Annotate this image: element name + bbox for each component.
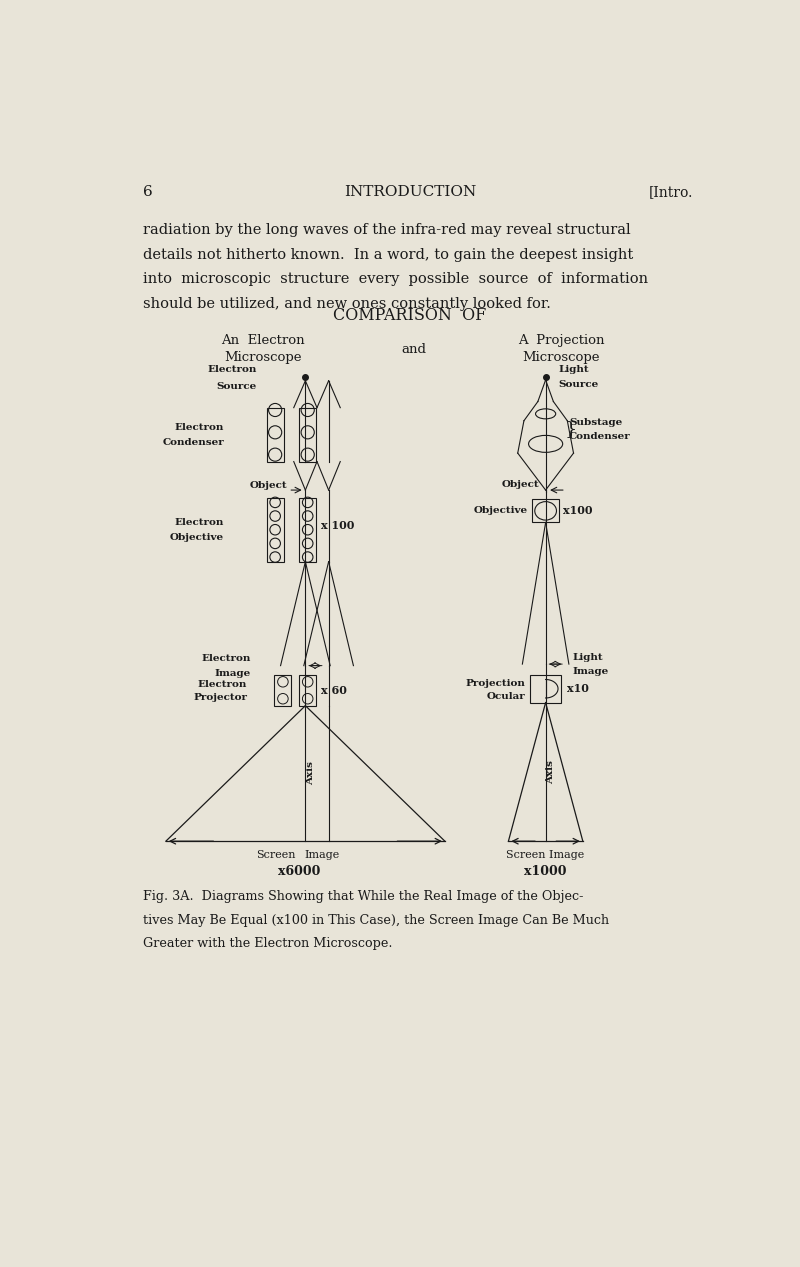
Bar xyxy=(299,408,316,461)
Text: Microscope: Microscope xyxy=(224,351,302,364)
Text: [Intro.: [Intro. xyxy=(649,185,693,199)
Text: Microscope: Microscope xyxy=(522,351,600,364)
Text: x6000: x6000 xyxy=(278,865,320,878)
Text: Objective: Objective xyxy=(170,533,224,542)
Text: Electron: Electron xyxy=(202,654,251,663)
Text: Image: Image xyxy=(215,669,251,678)
Text: Image: Image xyxy=(573,668,609,677)
Text: Object: Object xyxy=(249,481,286,490)
Text: Electron: Electron xyxy=(174,518,224,527)
Text: Screen: Screen xyxy=(256,850,296,860)
Text: and: and xyxy=(402,342,426,356)
Text: Electron: Electron xyxy=(207,365,257,375)
Text: should be utilized, and new ones constantly looked for.: should be utilized, and new ones constan… xyxy=(142,296,550,310)
Text: tives May Be Equal (x100 in This Case), the Screen Image Can Be Much: tives May Be Equal (x100 in This Case), … xyxy=(142,914,609,926)
Text: x100: x100 xyxy=(563,506,593,517)
Text: Source: Source xyxy=(216,381,257,390)
Text: Fig. 3A.  Diagrams Showing that While the Real Image of the Objec-: Fig. 3A. Diagrams Showing that While the… xyxy=(142,891,583,903)
Text: COMPARISON  OF: COMPARISON OF xyxy=(334,307,486,324)
Text: Light: Light xyxy=(573,653,603,661)
Bar xyxy=(266,498,284,561)
Text: Light: Light xyxy=(558,365,589,375)
Text: 6: 6 xyxy=(142,185,152,199)
Text: Electron: Electron xyxy=(174,423,224,432)
Text: Source: Source xyxy=(558,380,598,389)
Text: Condenser: Condenser xyxy=(162,438,224,447)
Text: details not hitherto known.  In a word, to gain the deepest insight: details not hitherto known. In a word, t… xyxy=(142,247,633,261)
Text: radiation by the long waves of the infra-red may reveal structural: radiation by the long waves of the infra… xyxy=(142,223,630,237)
Text: x10: x10 xyxy=(566,683,589,694)
Bar xyxy=(266,408,284,461)
Text: A  Projection: A Projection xyxy=(518,334,604,347)
Text: Condenser: Condenser xyxy=(569,432,630,441)
Text: Ocular: Ocular xyxy=(486,692,526,701)
Text: Electron: Electron xyxy=(198,680,247,689)
Bar xyxy=(530,675,561,703)
Text: An  Electron: An Electron xyxy=(221,334,305,347)
Text: Substage: Substage xyxy=(569,418,622,427)
Text: Objective: Objective xyxy=(474,507,528,516)
Text: Image: Image xyxy=(305,850,340,860)
Text: Greater with the Electron Microscope.: Greater with the Electron Microscope. xyxy=(142,936,392,950)
Text: Projector: Projector xyxy=(194,693,247,702)
Bar xyxy=(274,675,291,706)
Text: Screen Image: Screen Image xyxy=(506,850,585,860)
Bar xyxy=(299,498,316,561)
Text: Object: Object xyxy=(502,480,539,489)
Text: x 60: x 60 xyxy=(321,684,346,696)
Text: Axis: Axis xyxy=(306,761,315,786)
Text: x 100: x 100 xyxy=(321,521,354,531)
Bar xyxy=(299,675,316,706)
Text: INTRODUCTION: INTRODUCTION xyxy=(344,185,476,199)
Text: into  microscopic  structure  every  possible  source  of  information: into microscopic structure every possibl… xyxy=(142,272,648,286)
Text: x1000: x1000 xyxy=(524,865,567,878)
Text: Axis: Axis xyxy=(546,760,555,784)
Bar xyxy=(533,499,559,522)
Text: }: } xyxy=(564,419,577,438)
Text: Projection: Projection xyxy=(466,679,526,688)
